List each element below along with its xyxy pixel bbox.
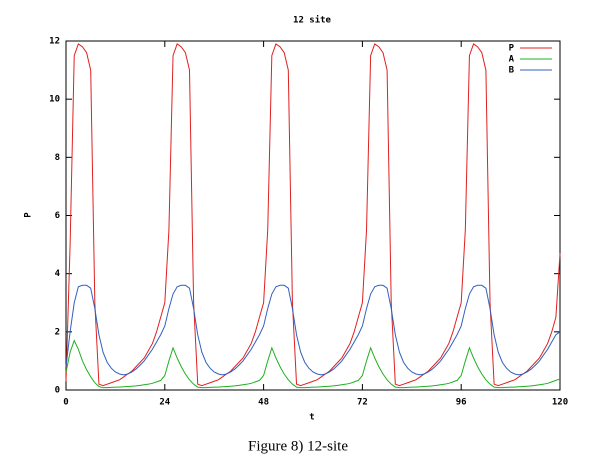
legend-label: B [509, 66, 515, 76]
y-tick-label: 10 [49, 95, 60, 105]
y-tick-label: 6 [55, 211, 60, 221]
y-tick-label: 0 [55, 386, 60, 396]
x-tick-label: 0 [63, 398, 68, 408]
series-line [65, 339, 561, 389]
caption: Figure 8) 12-site [248, 438, 348, 454]
series-line [65, 43, 561, 387]
legend-label: A [509, 55, 515, 65]
chart-title: 12 site [293, 15, 332, 26]
x-tick-label: 72 [357, 398, 368, 408]
x-tick-label: 24 [159, 398, 170, 408]
y-tick-label: 12 [49, 37, 60, 47]
y-tick-label: 2 [55, 327, 60, 337]
x-axis-label: t [309, 413, 314, 423]
series-line [65, 284, 561, 376]
x-tick-label: 96 [456, 398, 467, 408]
x-tick-label: 48 [258, 398, 269, 408]
y-axis-label: P [24, 212, 34, 218]
x-tick-label: 120 [552, 398, 568, 408]
y-tick-label: 4 [55, 269, 61, 279]
legend-label: P [509, 44, 515, 54]
y-tick-label: 8 [55, 153, 60, 163]
